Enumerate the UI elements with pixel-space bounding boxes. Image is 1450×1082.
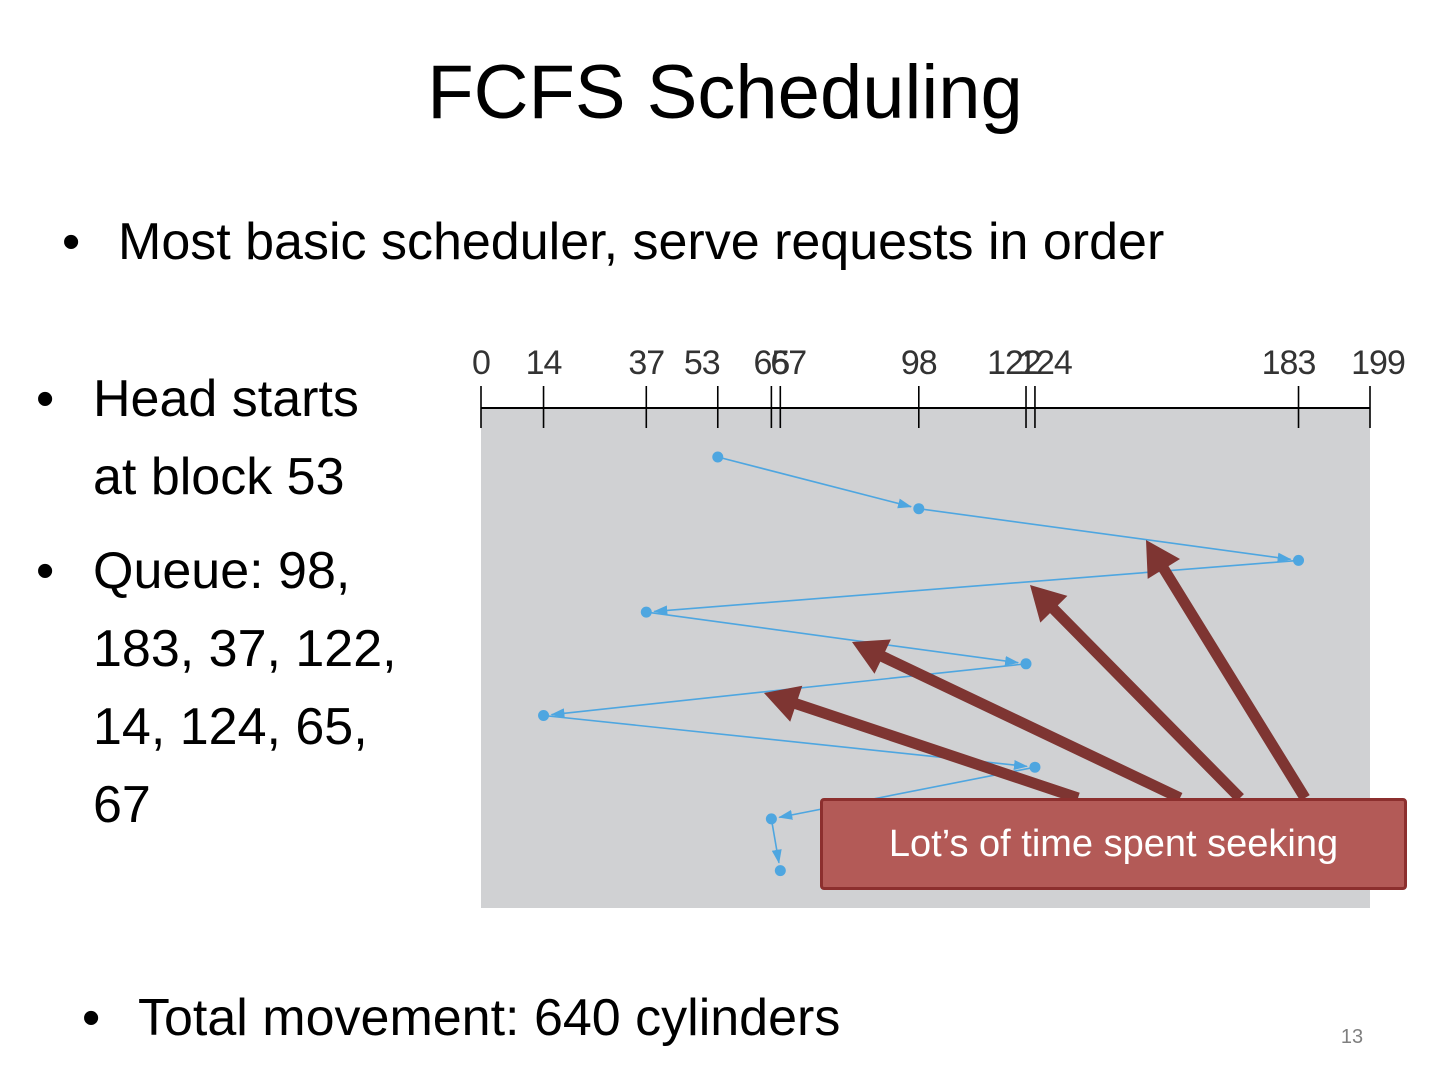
seek-pointer-arrow — [852, 639, 1183, 803]
axis-tick-label: 124 — [1018, 344, 1072, 382]
seek-segment — [646, 611, 1020, 666]
request-point — [640, 606, 652, 618]
seek-pointer-arrow — [764, 685, 1080, 804]
axis-tick-label: 67 — [770, 344, 806, 382]
axis-tick-label: 183 — [1262, 344, 1316, 382]
axis-tick-label: 0 — [472, 344, 490, 382]
slide-number: 13 — [1340, 1026, 1364, 1048]
bullet-head-start-text: Head starts at block 53 — [93, 370, 359, 506]
axis-tick-label: 122 — [987, 344, 1041, 382]
axis-tick-label: 37 — [628, 344, 664, 382]
axis-tick-label: 14 — [526, 344, 562, 382]
request-point — [538, 710, 550, 721]
seek-segment — [918, 507, 1292, 563]
seek-segment — [717, 456, 913, 509]
request-point — [1029, 761, 1041, 773]
axis-tick-label: 199 — [1351, 344, 1405, 382]
seek-pointer-arrow — [1030, 585, 1244, 802]
head-movement-path — [538, 451, 1305, 877]
axis-tick-label: 53 — [684, 344, 720, 382]
request-point — [712, 451, 724, 463]
seek-segment — [770, 818, 782, 864]
bullet-marker: • — [82, 989, 101, 1047]
bullet-total-text: Total movement: 640 cylinders — [138, 989, 841, 1047]
bullet-head-start: • Head starts at block 53 — [36, 360, 416, 516]
seek-arrows — [764, 540, 1310, 804]
axis-tick-label: 65 — [753, 344, 789, 382]
seek-pointer-arrow — [1146, 540, 1310, 801]
slide-title: FCFS Scheduling — [427, 50, 1023, 135]
bullet-main-text: Most basic scheduler, serve requests in … — [118, 213, 1165, 271]
bullet-queue-text: Queue: 98, 183, 37, 122, 14, 124, 65, 67 — [93, 542, 397, 834]
axis-tick-label: 98 — [901, 344, 937, 382]
bullet-marker: • — [36, 542, 55, 600]
seek-segment — [653, 559, 1299, 616]
seek-callout: Lot’s of time spent seeking — [820, 798, 1407, 890]
bullet-marker: • — [36, 370, 55, 428]
request-point — [913, 503, 925, 515]
request-point — [1020, 658, 1032, 670]
bullet-marker: • — [62, 213, 81, 271]
bullet-main: • Most basic scheduler, serve requests i… — [62, 203, 1392, 281]
bullet-queue: • Queue: 98, 183, 37, 122, 14, 124, 65, … — [36, 532, 416, 844]
bullet-total: • Total movement: 640 cylinders — [82, 979, 1082, 1057]
request-point — [774, 865, 786, 877]
request-point — [765, 813, 777, 825]
request-point — [1293, 554, 1305, 566]
